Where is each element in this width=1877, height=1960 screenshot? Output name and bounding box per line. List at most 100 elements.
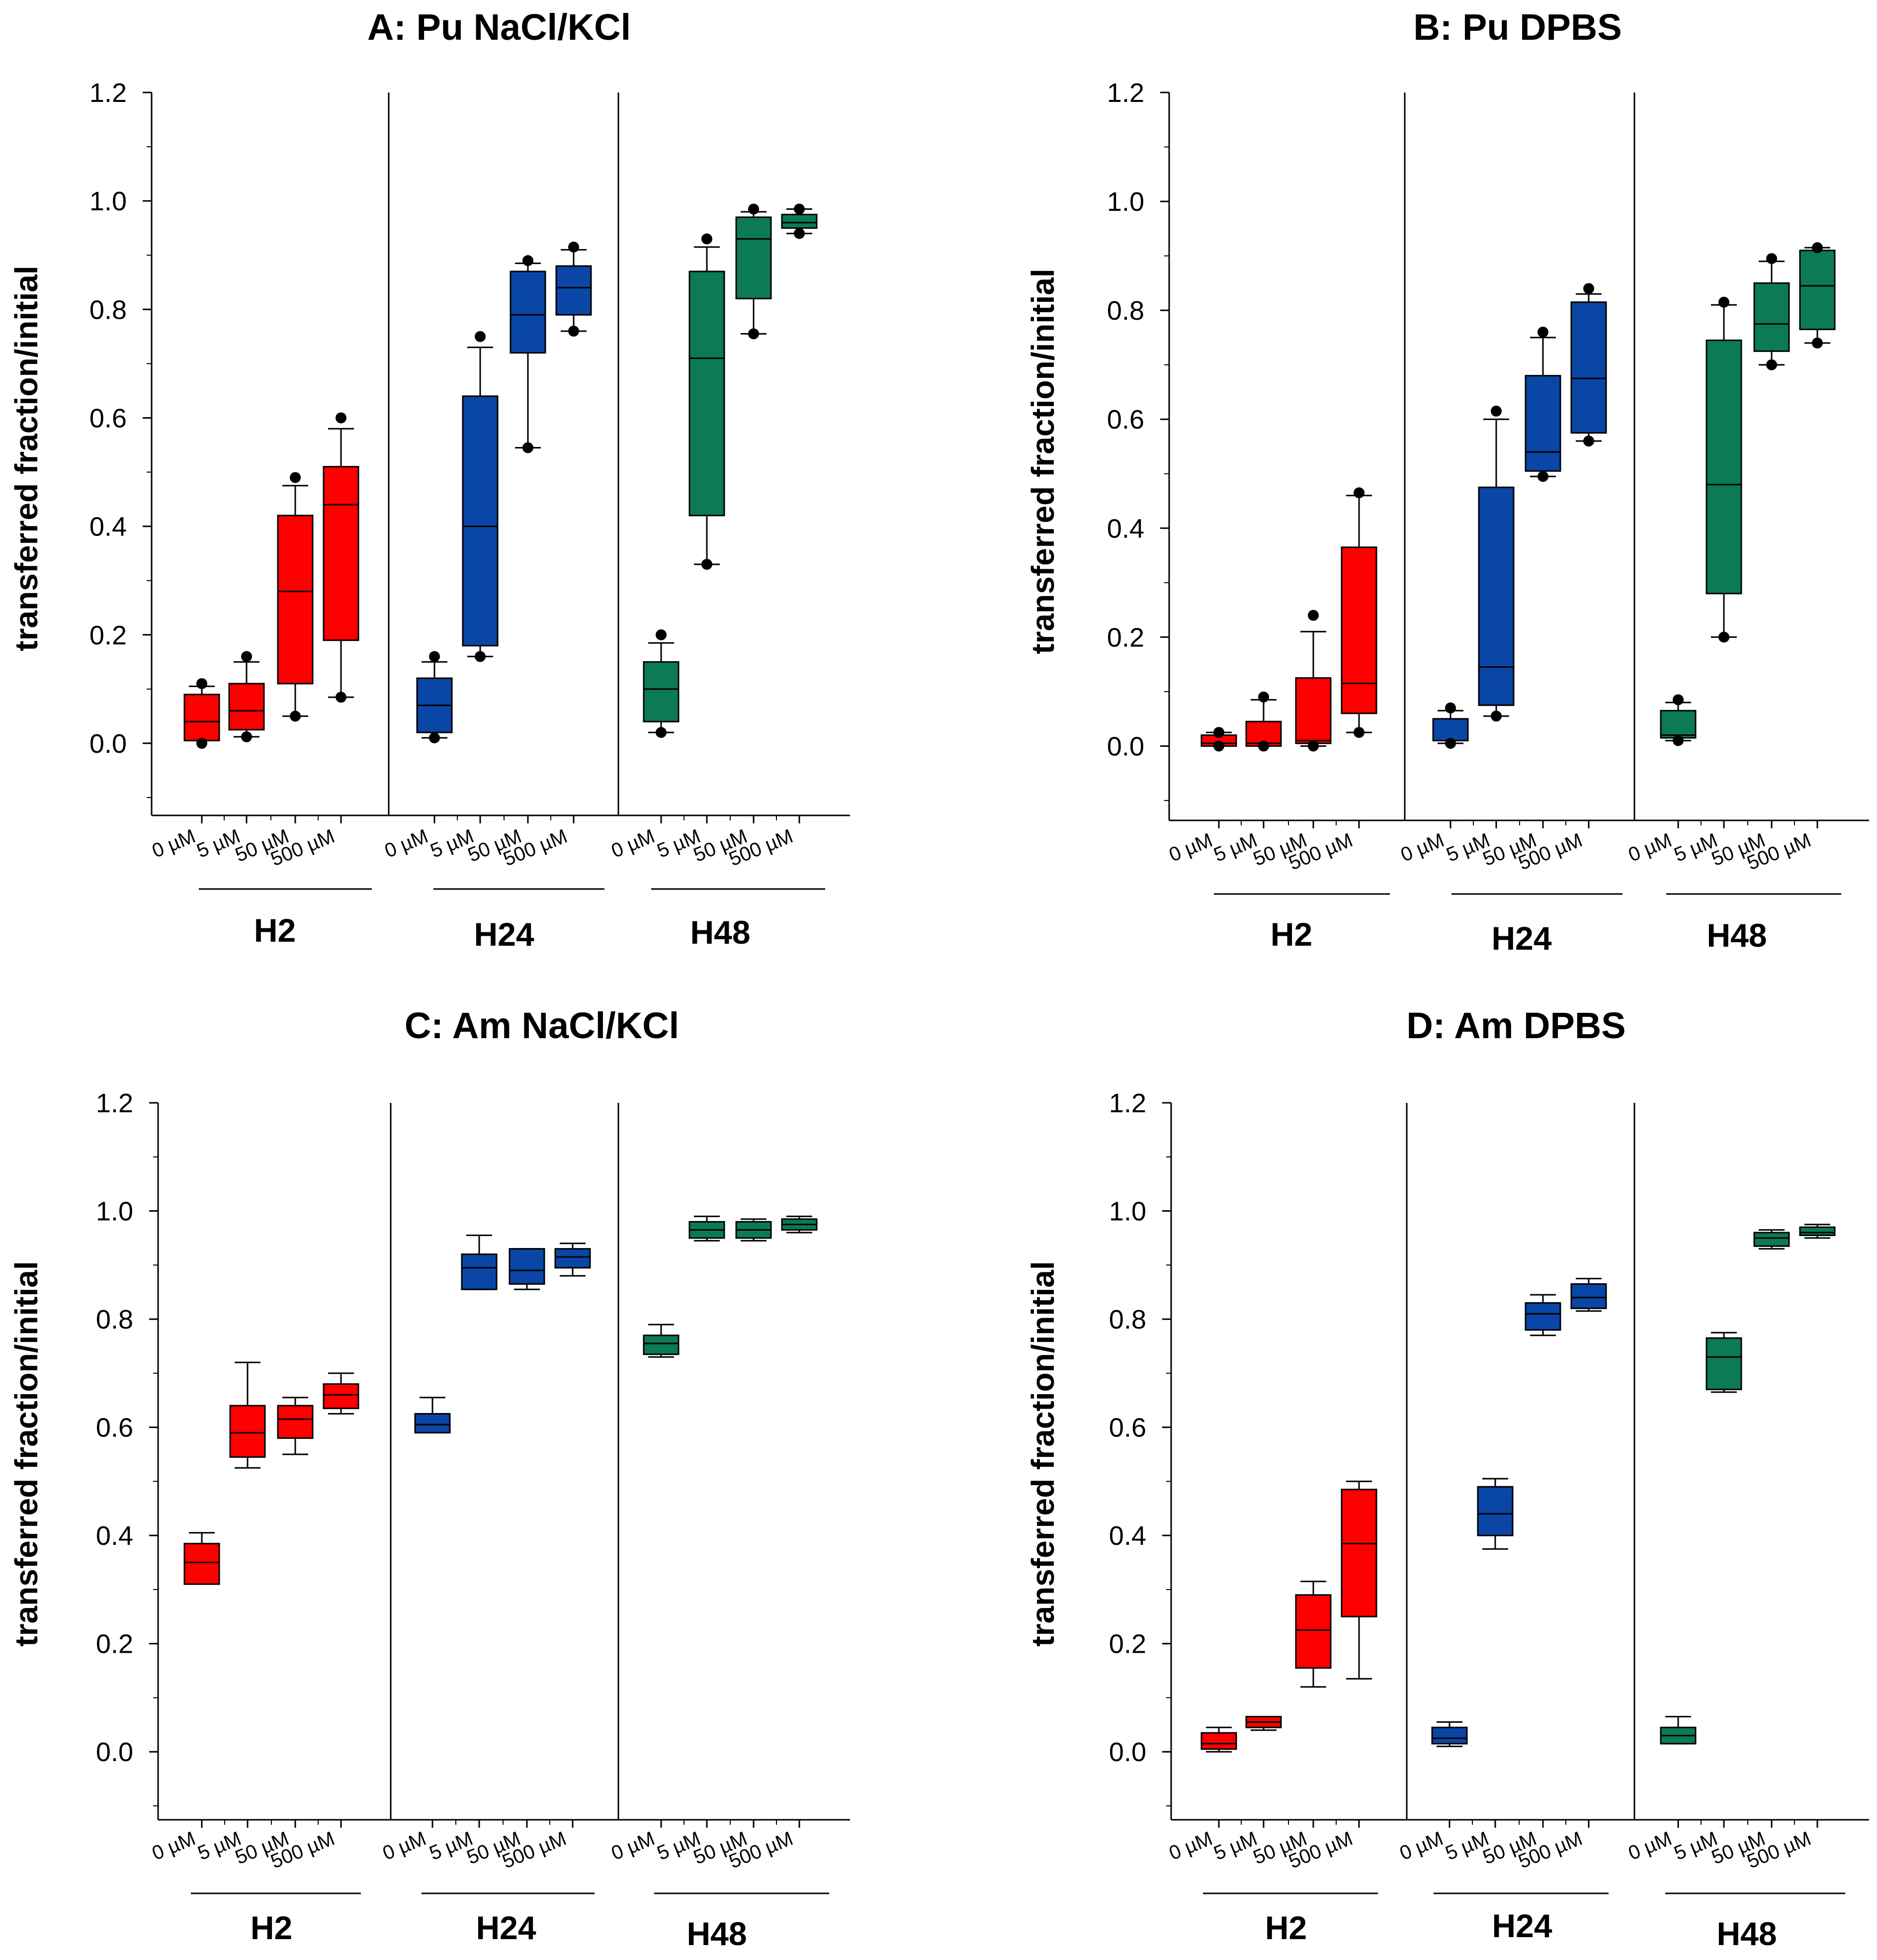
box-outlier-point [1491, 405, 1502, 417]
panel-title: D: Am DPBS [1406, 1005, 1625, 1046]
y-tick-label: 0.6 [1109, 1413, 1146, 1443]
group-label-h48: H48 [1716, 1915, 1777, 1952]
group-label-h24: H24 [476, 1909, 536, 1946]
y-tick-label: 1.2 [89, 78, 127, 108]
box-outlier-point [748, 328, 759, 340]
y-tick-label: 0.4 [1109, 1521, 1146, 1551]
box-outlier-point [656, 727, 667, 738]
y-axis-label: transferred fraction/initial [8, 1261, 44, 1646]
box [1799, 250, 1836, 330]
box-outlier-point [1583, 283, 1594, 294]
y-tick-label: 1.2 [1107, 78, 1144, 108]
box-outlier-point [1213, 740, 1224, 752]
box [1706, 1337, 1742, 1390]
box-outlier-point [1718, 296, 1729, 308]
y-tick-label: 0.6 [1107, 405, 1144, 435]
box-outlier-point [701, 233, 712, 245]
box-outlier-point [1766, 253, 1777, 265]
y-tick-label: 0.4 [1107, 514, 1144, 543]
box [1706, 339, 1742, 595]
box [643, 661, 680, 722]
box [1432, 718, 1469, 742]
y-tick-label: 0.6 [89, 403, 127, 433]
panel-title: A: Pu NaCl/KCl [367, 6, 631, 48]
group-label-h24: H24 [1492, 1907, 1552, 1944]
box-outlier-point [475, 331, 486, 342]
panel-title: B: Pu DPBS [1413, 6, 1621, 48]
box [643, 1335, 680, 1355]
group-label-h24: H24 [1491, 920, 1551, 957]
box-outlier-point [429, 651, 440, 662]
box [510, 270, 546, 354]
box [735, 216, 772, 299]
panel-c: C: Am NaCl/KCl transferred fraction/init… [8, 1005, 850, 1952]
box [1341, 1489, 1377, 1617]
y-tick-label: 0.4 [89, 512, 127, 542]
group-label-h2: H2 [1271, 916, 1312, 953]
box-outlier-point [1766, 359, 1777, 370]
box-outlier-point [1718, 631, 1729, 643]
box-outlier-point [241, 731, 252, 742]
box [1570, 1283, 1607, 1309]
box-outlier-point [1673, 735, 1684, 746]
box [1295, 1594, 1332, 1669]
group-label-h2: H2 [251, 1909, 292, 1946]
box [1570, 301, 1607, 434]
box [183, 694, 220, 741]
y-axis-label: transferred fraction/initial [8, 266, 44, 651]
box-outlier-point [1537, 326, 1548, 338]
box-outlier-point [290, 472, 301, 483]
group-label-h24: H24 [474, 916, 534, 953]
y-tick-label: 0.8 [1107, 296, 1144, 326]
box-outlier-point [1308, 610, 1319, 621]
box [1341, 546, 1377, 714]
box [1525, 1302, 1561, 1331]
y-tick-label: 0.2 [89, 621, 127, 650]
y-tick-label: 0.0 [1109, 1737, 1146, 1767]
box [688, 270, 725, 517]
box [183, 1542, 220, 1585]
box [1660, 710, 1697, 739]
box-outlier-point [336, 692, 346, 703]
y-tick-label: 1.0 [96, 1197, 133, 1227]
y-tick-label: 0.2 [96, 1629, 133, 1659]
box-outlier-point [794, 228, 805, 239]
box-outlier-point [701, 558, 712, 570]
box [1478, 486, 1515, 706]
box [781, 213, 818, 229]
group-label-h2: H2 [254, 912, 296, 949]
box [554, 1248, 591, 1269]
box [277, 515, 314, 685]
y-tick-label: 0.4 [96, 1521, 133, 1551]
box-outlier-point [656, 629, 667, 640]
box [1200, 1732, 1237, 1750]
box [277, 1405, 314, 1439]
box [1295, 677, 1332, 744]
box [1753, 1232, 1790, 1247]
box-outlier-point [522, 255, 533, 267]
y-tick-label: 1.0 [89, 186, 127, 216]
group-label-h48: H48 [690, 914, 750, 951]
group-label-h48: H48 [1706, 917, 1767, 954]
box-outlier-point [1308, 740, 1319, 752]
y-tick-label: 0.0 [96, 1737, 133, 1767]
y-axis-label: transferred fraction/initial [1025, 268, 1061, 654]
group-label-h48: H48 [686, 1915, 747, 1952]
y-tick-label: 0.2 [1107, 623, 1144, 652]
box-outlier-point [1491, 711, 1502, 722]
box-outlier-point [290, 711, 301, 722]
box-outlier-point [1537, 471, 1548, 482]
box-outlier-point [196, 737, 207, 749]
box [509, 1248, 545, 1285]
y-tick-label: 1.2 [96, 1088, 133, 1118]
box-outlier-point [475, 651, 486, 662]
box-outlier-point [429, 732, 440, 744]
box-outlier-point [1812, 242, 1823, 254]
box-outlier-point [1673, 694, 1684, 706]
y-tick-label: 1.2 [1109, 1088, 1146, 1118]
y-tick-label: 0.8 [96, 1305, 133, 1335]
y-tick-label: 0.6 [96, 1413, 133, 1443]
box-outlier-point [1258, 691, 1269, 703]
box [1525, 375, 1561, 472]
